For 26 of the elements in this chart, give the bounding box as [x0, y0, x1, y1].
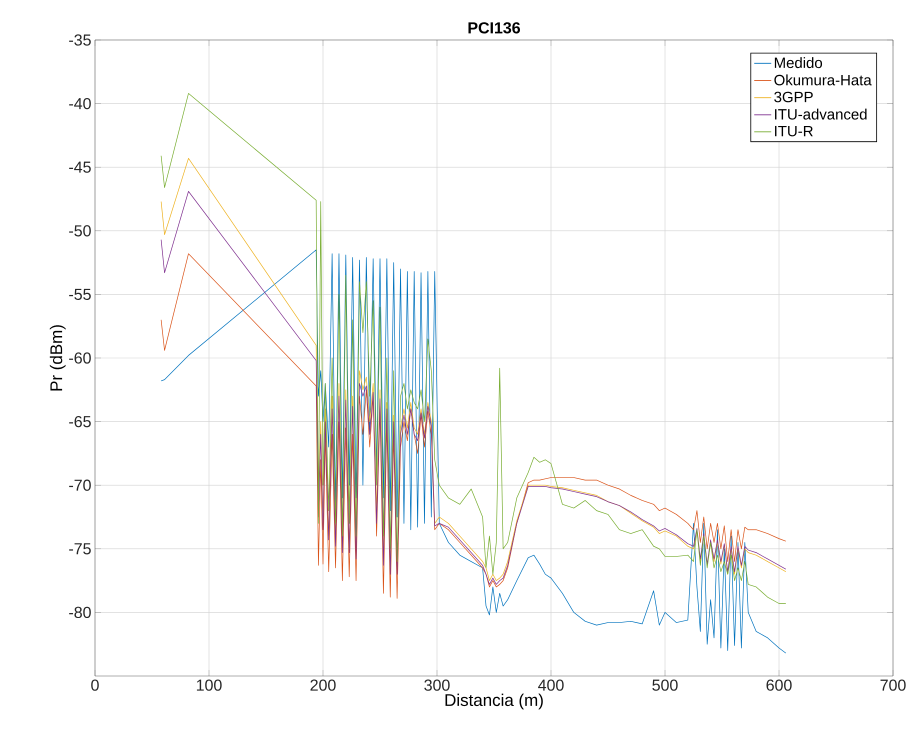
x-tick-label: 600 — [766, 680, 792, 691]
y-tick-label: -60 — [69, 352, 91, 364]
x-axis-title: Distancia (m) — [446, 694, 543, 710]
legend-label: ITU-R — [775, 126, 813, 136]
x-tick-label: 300 — [424, 680, 450, 691]
x-tick-label: 400 — [538, 680, 564, 691]
y-tick-label: -40 — [69, 98, 91, 110]
x-tick-label: 200 — [310, 680, 336, 691]
legend-label: ITU-advanced — [775, 108, 867, 120]
y-tick-label: -65 — [69, 416, 91, 428]
y-tick-label: -50 — [69, 225, 91, 236]
x-tick-label: 0 — [91, 680, 99, 691]
y-tick-label: -70 — [69, 480, 91, 491]
legend-label: 3GPP — [774, 92, 813, 102]
y-tick-label: -35 — [69, 34, 91, 46]
y-axis-title: Pr (dBm) — [50, 325, 66, 390]
y-tick-label: -80 — [69, 606, 91, 618]
chart-title: PCI136 — [468, 22, 520, 34]
x-tick-label: 100 — [196, 680, 222, 691]
y-tick-label: -45 — [69, 162, 91, 173]
y-tick-label: -75 — [69, 543, 91, 554]
x-tick-label: 500 — [652, 680, 678, 691]
legend-label: Medido — [774, 57, 822, 68]
y-tick-label: -55 — [69, 288, 91, 300]
x-tick-label: 700 — [880, 680, 906, 691]
legend-label: Okumura-Hata — [774, 74, 872, 86]
